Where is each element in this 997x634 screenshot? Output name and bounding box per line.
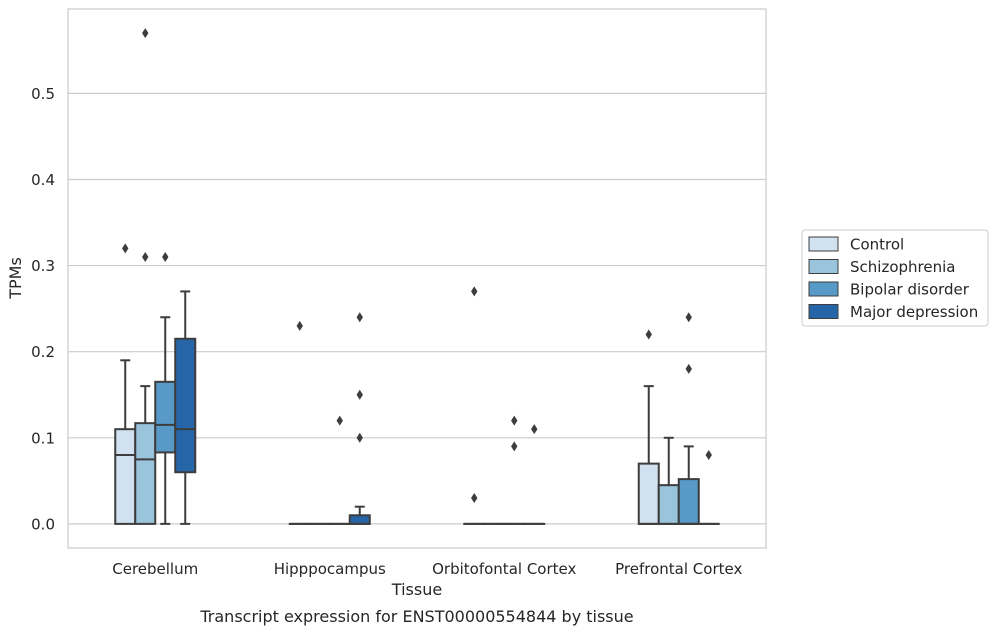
box-group (348, 312, 371, 525)
y-tick-label: 0.5 (31, 85, 55, 103)
outlier-point (296, 320, 303, 331)
box-group (134, 28, 157, 525)
outlier-point (645, 329, 652, 340)
outlier-point (162, 251, 169, 262)
box (657, 484, 680, 525)
legend: Control Schizophrenia Bipolar disorder Majo… (801, 229, 989, 327)
box-group (637, 329, 660, 525)
box-group (697, 450, 720, 525)
legend-label: Schizophrenia (850, 258, 955, 276)
y-tick-label: 0.0 (31, 515, 55, 533)
x-tick-label: Cerebellum (112, 560, 198, 578)
legend-label: Control (850, 236, 904, 254)
box-group (657, 436, 680, 525)
box-group (154, 251, 177, 525)
box-group (503, 415, 526, 525)
outlier-point (336, 415, 343, 426)
outlier-point (122, 243, 129, 254)
x-tick-label: Hipppocampus (274, 560, 386, 578)
box (637, 462, 660, 525)
legend-label: Bipolar disorder (850, 281, 970, 299)
outlier-point (511, 441, 518, 452)
outlier-point (356, 389, 363, 400)
x-tick-label: Orbitofontal Cortex (432, 560, 576, 578)
legend-frame (801, 229, 989, 327)
outlier-point (142, 28, 149, 39)
legend-swatch (808, 304, 839, 319)
y-axis-label: TPMs (6, 257, 25, 300)
gridlines (68, 92, 766, 525)
outlier-point (142, 251, 149, 262)
x-tick-labels: Cerebellum Hipppocampus Orbitofontal Corte… (112, 560, 742, 578)
y-tick-label: 0.4 (31, 171, 55, 189)
box (114, 428, 137, 525)
outlier-point (685, 312, 692, 323)
box (154, 380, 177, 454)
outlier-point (356, 432, 363, 443)
box (677, 478, 700, 525)
y-tick-label: 0.3 (31, 257, 55, 275)
box-group (174, 290, 197, 525)
box (348, 514, 371, 525)
box-group (328, 415, 351, 525)
outlier-point (705, 450, 712, 461)
outlier-point (685, 363, 692, 374)
legend-label: Major depression (850, 303, 978, 321)
chart-caption: Transcript expression for ENST0000055484… (199, 607, 633, 626)
boxes (114, 28, 720, 525)
outlier-point (511, 415, 518, 426)
outlier-point (471, 286, 478, 297)
legend-swatch (808, 236, 839, 252)
box-group (463, 286, 486, 525)
box-group (677, 312, 700, 525)
legend-swatch (808, 259, 839, 274)
box (134, 422, 157, 525)
y-tick-label: 0.1 (31, 429, 55, 447)
box-group (523, 424, 546, 525)
box (174, 337, 197, 474)
x-axis-label: Tissue (391, 580, 442, 599)
x-tick-label: Prefrontal Cortex (615, 560, 742, 578)
y-tick-labels: 0.0 0.1 0.2 0.3 0.4 0.5 (31, 85, 55, 534)
outlier-point (356, 312, 363, 323)
y-tick-label: 0.2 (31, 343, 55, 361)
legend-swatch (808, 281, 839, 297)
box-group (114, 243, 137, 525)
plot-area-frame (67, 8, 767, 549)
outlier-point (471, 493, 478, 504)
outlier-point (531, 424, 538, 435)
